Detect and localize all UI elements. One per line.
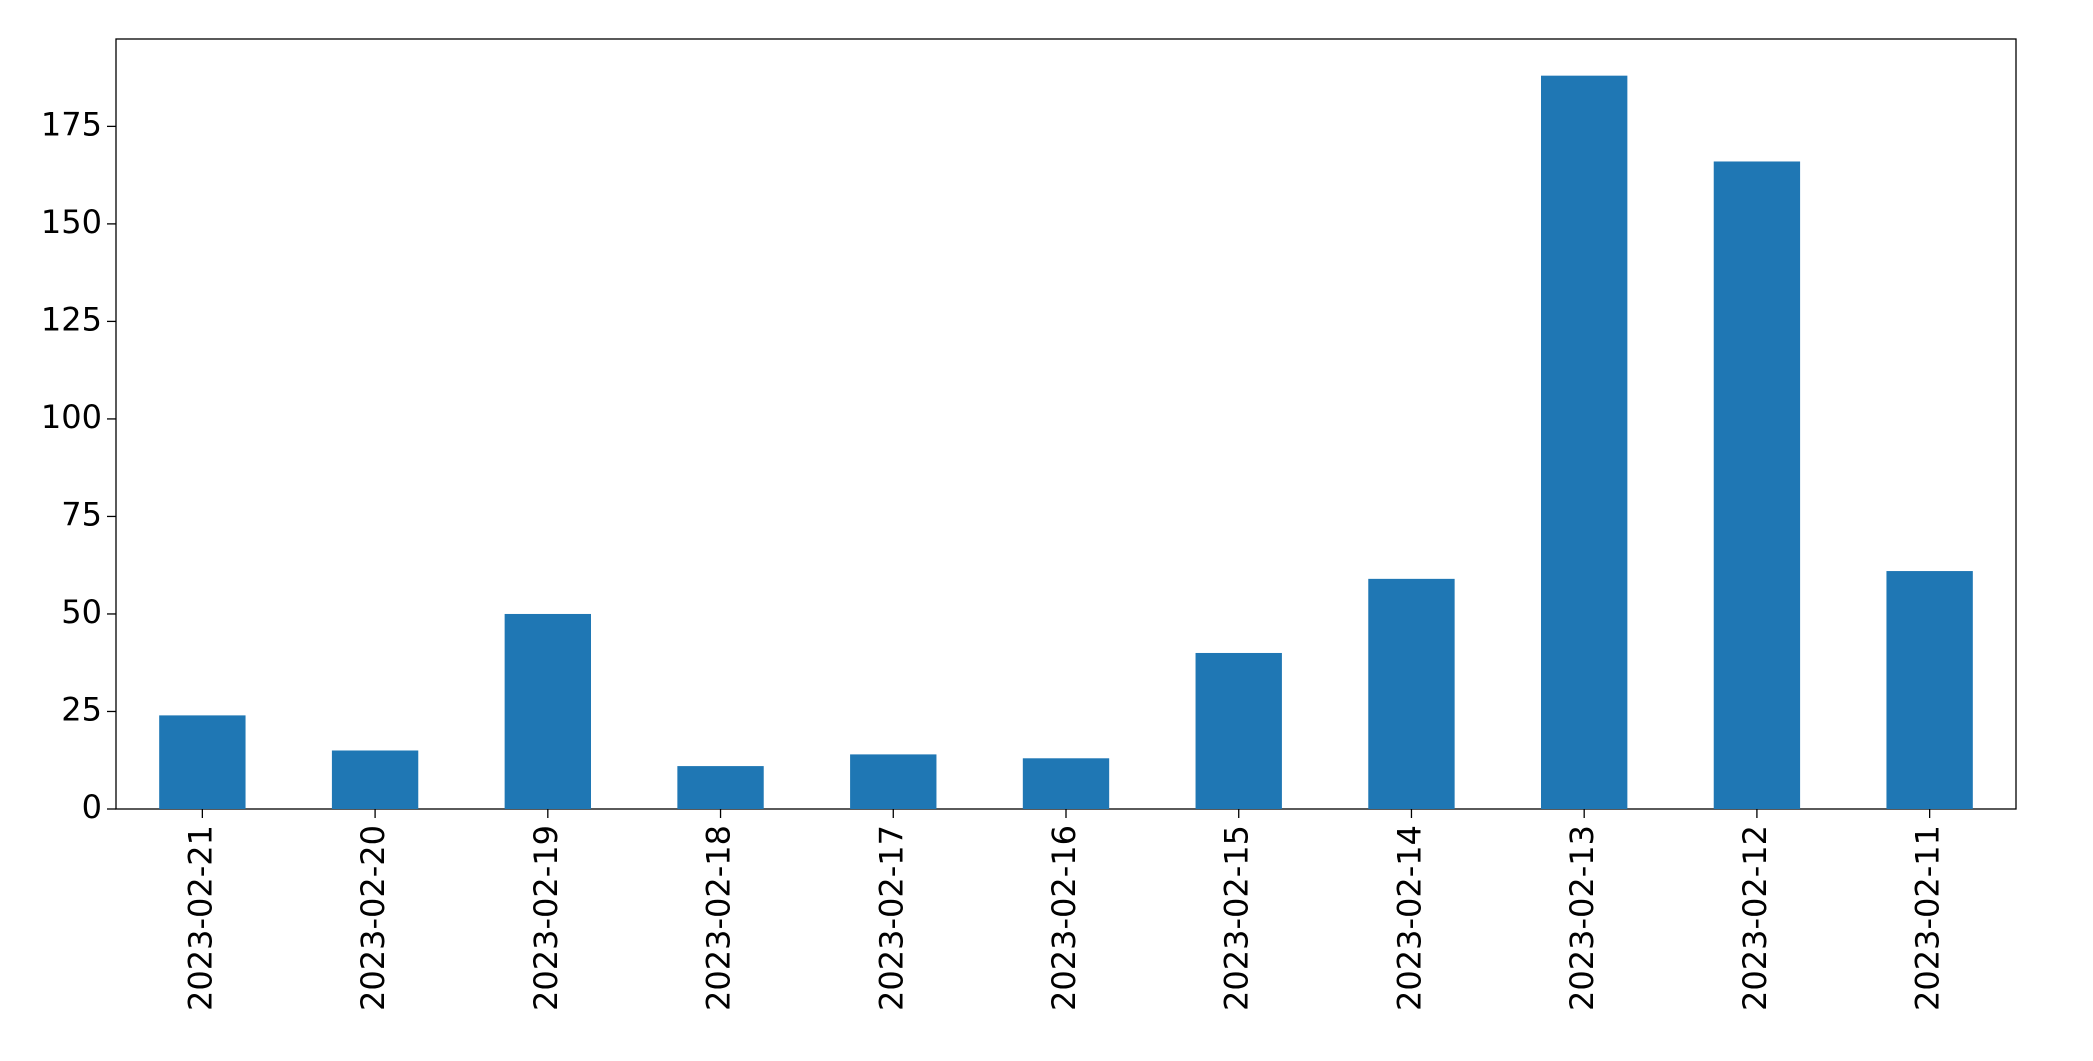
x-tick-label: 2023-02-11 [1909, 825, 1947, 1011]
x-tick-label: 2023-02-19 [527, 825, 565, 1011]
y-tick-label: 25 [61, 690, 102, 728]
y-tick-label: 125 [41, 300, 102, 338]
x-tick-label: 2023-02-16 [1045, 825, 1083, 1011]
y-tick-label: 150 [41, 203, 102, 241]
x-tick-label: 2023-02-12 [1736, 825, 1774, 1011]
y-tick-label: 50 [61, 593, 102, 631]
y-tick-label: 175 [41, 105, 102, 143]
bar [504, 613, 591, 809]
x-tick-label: 2023-02-20 [354, 825, 392, 1011]
bar [1368, 578, 1455, 809]
x-tick-label: 2023-02-18 [700, 825, 738, 1011]
x-tick-label: 2023-02-14 [1390, 825, 1428, 1011]
bar [1886, 571, 1973, 809]
bar [1541, 75, 1628, 809]
y-tick-label: 100 [41, 398, 102, 436]
x-tick-label: 2023-02-21 [181, 825, 219, 1011]
x-tick-label: 2023-02-15 [1218, 825, 1256, 1011]
y-tick-label: 0 [82, 788, 102, 826]
y-tick-label: 75 [61, 495, 102, 533]
bar [1713, 161, 1801, 809]
x-tick-label: 2023-02-13 [1563, 825, 1601, 1011]
bar [677, 766, 764, 809]
x-tick-label: 2023-02-17 [872, 825, 910, 1011]
bar [1022, 758, 1110, 809]
bar [159, 715, 246, 809]
bar [850, 754, 937, 809]
bar [331, 750, 419, 809]
bar [1195, 652, 1282, 809]
